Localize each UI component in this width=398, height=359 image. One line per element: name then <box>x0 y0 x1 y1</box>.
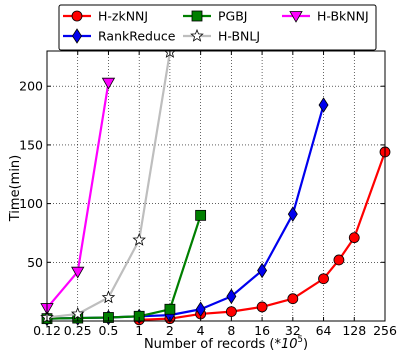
x-tick-label: 256 <box>373 323 397 338</box>
legend-marker-rankreduce <box>72 28 82 44</box>
data-point-rankreduce <box>287 206 298 222</box>
x-axis-title-close: ) <box>303 337 308 352</box>
y-tick-label: 100 <box>19 196 43 211</box>
legend-marker-h-bknnj <box>289 11 303 23</box>
data-point-h-bnlj <box>101 290 116 304</box>
legend-item-rankreduce: RankReduce <box>63 28 176 44</box>
series-rankreduce <box>42 97 329 327</box>
data-point-pgbj <box>195 209 207 221</box>
x-tick-label: 4 <box>197 323 205 338</box>
x-axis-title-unit: *10 <box>274 337 297 352</box>
tick-layer: 0.12 0.25 0.5 1 2 4 8 16 32 64 128 256 50 100 150 200 <box>19 51 397 338</box>
x-axis-title-unit-exponent: 5 <box>298 335 303 345</box>
x-tick-label: 2 <box>166 323 174 338</box>
data-point-h-bknnj <box>71 266 85 279</box>
data-point-h-zknnj <box>333 254 345 266</box>
data-point-h-bnlj <box>132 232 146 246</box>
grid-layer <box>47 51 385 321</box>
legend-label-h-bknnj: H-BkNNJ <box>317 9 369 24</box>
x-tick-label: 8 <box>227 323 235 338</box>
legend-label-h-zknnj: H-zkNNJ <box>98 9 148 24</box>
data-point-h-bnlj <box>70 306 85 320</box>
legend-marker-h-bnlj <box>190 28 204 42</box>
data-point-h-zknnj <box>256 301 268 313</box>
x-tick-label: 0.5 <box>99 323 119 338</box>
series-line-h-bnlj <box>46 51 171 319</box>
legend-marker-pgbj <box>191 10 203 22</box>
data-point-h-zknnj <box>318 273 329 285</box>
legend-item-h-zknnj: H-zkNNJ <box>63 9 148 24</box>
legend-item-pgbj: PGBJ <box>183 9 248 24</box>
x-tick-label: 64 <box>316 323 332 338</box>
x-tick-label: 1 <box>135 323 143 338</box>
x-axis-title-main: Number of records ( <box>144 337 275 352</box>
legend: H-zkNNJ RankReduce PGBJ H-BNLJ H-BkNNJ <box>58 4 377 51</box>
y-tick-label: 50 <box>27 255 43 270</box>
data-point-rankreduce <box>318 97 329 113</box>
legend-item-h-bnlj: H-BNLJ <box>183 29 260 44</box>
legend-marker-h-zknnj <box>71 10 83 22</box>
data-point-pgbj <box>164 303 176 315</box>
data-point-rankreduce <box>195 301 206 318</box>
legend-item-h-bknnj: H-BkNNJ <box>282 9 369 24</box>
series-line-h-zknnj <box>139 151 387 321</box>
series-layer <box>40 45 391 327</box>
legend-label-h-bnlj: H-BNLJ <box>218 29 260 44</box>
plot-frame <box>46 50 386 322</box>
legend-label-pgbj: PGBJ <box>218 9 248 24</box>
x-tick-label: 128 <box>342 323 366 338</box>
data-point-h-zknnj <box>348 232 360 244</box>
data-point-rankreduce <box>257 262 268 279</box>
x-tick-label: 16 <box>254 323 270 338</box>
x-tick-label: 0.25 <box>64 323 92 338</box>
data-point-h-bknnj <box>101 77 116 90</box>
data-point-rankreduce <box>226 288 237 305</box>
x-axis-title: Number of records (*105) <box>144 335 308 352</box>
x-tick-label: 32 <box>285 323 301 338</box>
y-axis-title: Time(min) <box>8 155 23 222</box>
x-tick-label: 0.12 <box>33 323 61 338</box>
legend-label-rankreduce: RankReduce <box>98 29 176 44</box>
y-tick-label: 150 <box>19 137 43 152</box>
data-point-h-zknnj <box>225 306 237 318</box>
data-point-h-zknnj <box>287 293 299 305</box>
series-h-bknnj <box>40 77 116 315</box>
y-tick-label: 200 <box>19 79 43 94</box>
